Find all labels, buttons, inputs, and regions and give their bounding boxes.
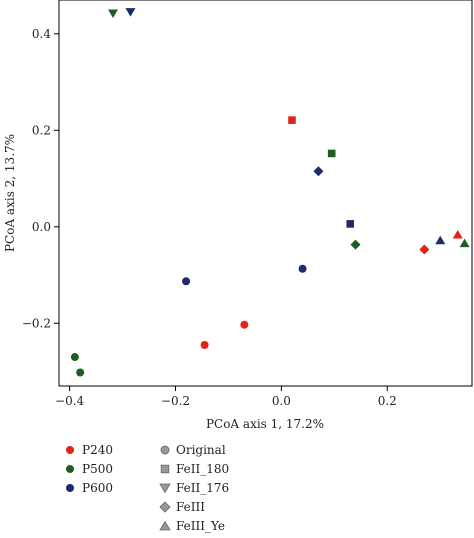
- legend-triangle-up-icon: [159, 520, 171, 531]
- x-axis-title: PCoA axis 1, 17.2%: [206, 417, 324, 431]
- legend-label-feii-180: FeII_180: [176, 462, 229, 476]
- legend-label-feiii-ye: FeIII_Ye: [176, 519, 225, 533]
- point-p240-feiii-ye: [452, 229, 463, 239]
- shape-legend: Original FeII_180 FeII_176 FeIII FeIII_Ye: [159, 443, 229, 533]
- legend-label-original: Original: [176, 443, 226, 457]
- legend-square-icon: [160, 464, 170, 474]
- point-p600-feiii-ye: [435, 235, 446, 245]
- legend-marker-p500: [66, 465, 74, 473]
- point-p240-feii-180: [288, 116, 296, 124]
- y-tick-label: 0.0: [32, 220, 51, 234]
- legend-label-p500: P500: [82, 462, 113, 476]
- point-p600-feii-180: [346, 220, 355, 228]
- point-p240-original: [200, 340, 209, 349]
- color-legend: P240 P500 P600: [66, 443, 113, 495]
- legend-marker-p240: [66, 446, 74, 454]
- point-p240-original: [240, 320, 249, 329]
- point-p600-feii-176: [125, 8, 136, 17]
- point-p500-feiii: [350, 239, 361, 250]
- point-p240-feiii: [419, 244, 430, 255]
- point-p600-original: [298, 264, 307, 273]
- point-p500-feiii-ye: [459, 238, 470, 248]
- legend-circle-icon: [160, 445, 170, 455]
- legend-label-feiii: FeIII: [176, 500, 205, 514]
- data-points: [70, 8, 470, 377]
- point-p600-feiii: [313, 166, 324, 177]
- point-p500-feii-180: [327, 149, 336, 158]
- point-p500-original: [70, 353, 79, 362]
- point-p500-feii-176: [108, 9, 119, 19]
- y-tick-label: −0.2: [22, 316, 51, 330]
- y-axis-title: PCoA axis 2, 13.7%: [3, 134, 17, 252]
- point-p600-original: [182, 277, 191, 286]
- legend-label-p600: P600: [82, 481, 113, 495]
- y-tick-label: 0.2: [32, 123, 51, 137]
- x-axis: −0.4 −0.2 0.0 0.2: [55, 386, 397, 408]
- legend-label-feii-176: FeII_176: [176, 481, 229, 495]
- x-tick-label: 0.2: [378, 394, 397, 408]
- y-tick-label: 0.4: [32, 27, 51, 41]
- plot-area-frame: [58, 0, 473, 387]
- x-tick-label: 0.0: [272, 394, 291, 408]
- legend-diamond-icon: [159, 501, 171, 513]
- x-tick-label: −0.4: [55, 394, 85, 408]
- point-p500-original: [76, 368, 85, 377]
- legend-marker-p600: [66, 484, 74, 492]
- legend-triangle-down-icon: [159, 483, 171, 494]
- y-axis: −0.2 0.0 0.2 0.4: [22, 27, 59, 330]
- x-tick-label: −0.2: [161, 394, 190, 408]
- legend-label-p240: P240: [82, 443, 113, 457]
